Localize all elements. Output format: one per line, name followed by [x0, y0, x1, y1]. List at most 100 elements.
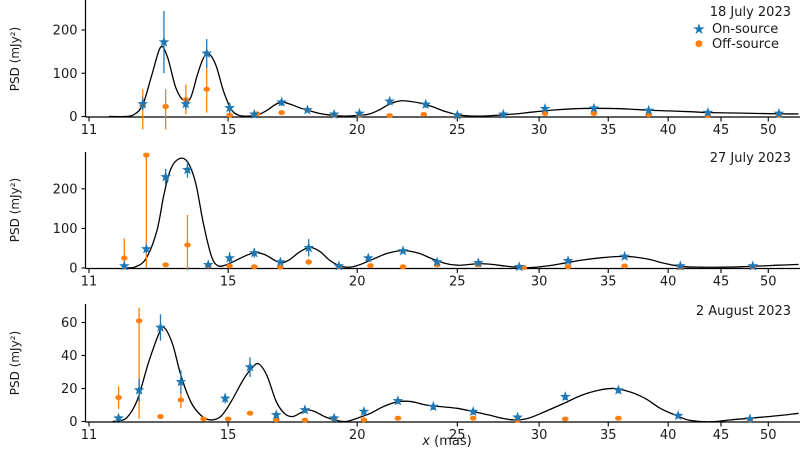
x-axis-label-var: x	[422, 434, 431, 449]
y-tick-label: 200	[53, 182, 78, 197]
off-source-marker	[135, 318, 143, 324]
off-source-marker	[564, 264, 572, 270]
off-source-marker	[301, 417, 309, 423]
y-tick-label: 40	[61, 349, 78, 364]
x-tick-label: 15	[220, 275, 237, 290]
on-source-marker	[244, 361, 256, 372]
x-axis-label-unit: (mas)	[430, 434, 472, 449]
off-source-marker	[615, 415, 622, 421]
y-axis-label-panel-1: PSD (mJy²)	[8, 26, 22, 92]
x-tick-label: 20	[349, 123, 366, 138]
off-source-marker	[184, 242, 191, 248]
off-source-marker	[120, 255, 128, 261]
on-source-marker	[744, 413, 756, 424]
on-source-marker	[643, 104, 654, 115]
y-tick-label: 100	[53, 222, 78, 237]
on-source-marker	[559, 391, 571, 402]
off-source-marker	[157, 414, 164, 420]
x-tick-label: 50	[760, 123, 777, 138]
off-source-marker	[469, 415, 477, 421]
on-source-marker	[219, 392, 231, 403]
on-source-marker	[420, 98, 431, 109]
x-tick-label: 30	[531, 123, 548, 138]
off-source-marker	[224, 416, 232, 422]
off-source-marker	[367, 263, 374, 269]
off-source-marker	[277, 264, 284, 270]
x-tick-label: 11	[81, 275, 98, 290]
on-source-marker	[328, 412, 340, 423]
off-source-marker	[203, 86, 211, 92]
off-source-marker	[394, 415, 402, 421]
y-axis-label-panel-2: PSD (mJy²)	[8, 177, 22, 243]
on-source-marker	[431, 256, 443, 267]
y-tick-label: 60	[61, 316, 78, 331]
off-source-marker	[115, 395, 122, 401]
off-source-marker	[226, 112, 233, 118]
on-source-marker	[175, 376, 187, 387]
x-tick-label: 40	[660, 123, 677, 138]
model-curve	[112, 326, 799, 423]
on-source-marker	[613, 384, 624, 395]
circle-icon: ●	[695, 38, 703, 49]
off-source-marker	[305, 259, 312, 265]
off-source-marker	[273, 417, 280, 423]
y-tick-label: 0	[69, 110, 77, 125]
off-source-marker	[541, 110, 549, 116]
on-source-marker	[133, 384, 145, 395]
legend-off-source-label: Off-source	[711, 36, 779, 52]
x-tick-label: 30	[531, 428, 548, 443]
on-source-marker	[498, 108, 509, 119]
panel-1: 11 15 20 25 30 35 40 45 50 0 100 200	[53, 0, 800, 138]
on-source-marker	[303, 242, 314, 253]
off-source-marker	[590, 110, 598, 116]
off-source-marker	[162, 262, 169, 268]
x-tick-label: 40	[660, 275, 677, 290]
x-tick-label: 45	[713, 428, 730, 443]
star-icon: ★	[692, 19, 706, 38]
on-source-marker	[397, 245, 409, 256]
legend-entry-on-source: ★ On-source	[692, 19, 779, 38]
x-tick-label: 40	[660, 428, 677, 443]
on-source-marker	[137, 98, 149, 109]
on-source-marker	[467, 406, 479, 417]
x-tick-label: 15	[220, 123, 237, 138]
panel-3-title: 2 August 2023	[695, 304, 791, 319]
on-source-marker	[180, 98, 192, 109]
on-source-marker	[276, 96, 287, 107]
on-source-marker	[675, 260, 686, 271]
off-source-marker	[162, 104, 169, 110]
on-source-marker	[452, 109, 463, 120]
off-source-marker	[420, 111, 428, 117]
x-tick-label: 45	[713, 123, 730, 138]
x-tick-label: 50	[760, 275, 777, 290]
y-tick-label: 20	[61, 382, 78, 397]
panel-1-title: 18 July 2023	[709, 5, 791, 20]
legend: ★ On-source ● Off-source	[692, 19, 779, 52]
on-source-marker	[619, 250, 630, 261]
x-axis-label: x (mas)	[422, 434, 471, 449]
on-source-marker	[333, 260, 345, 271]
off-source-marker	[278, 110, 285, 116]
on-source-marker	[363, 252, 374, 263]
on-source-marker	[562, 255, 574, 266]
on-source-marker	[224, 102, 235, 113]
on-source-marker	[428, 401, 439, 412]
x-tick-label: 35	[600, 123, 617, 138]
on-source-marker	[302, 104, 313, 115]
x-tick-label: 20	[349, 428, 366, 443]
x-tick-label: 30	[531, 275, 548, 290]
on-source-marker	[155, 321, 166, 332]
x-tick-label: 25	[449, 123, 466, 138]
off-source-marker	[561, 416, 569, 422]
off-source-marker	[143, 152, 150, 158]
on-source-marker	[354, 107, 365, 118]
on-source-marker	[160, 171, 171, 182]
on-source-marker	[384, 95, 395, 106]
x-tick-label: 25	[449, 428, 466, 443]
panel-3: 11 15 20 25 30 35 40 45 50 0 20 40 60	[61, 304, 800, 443]
model-curve	[124, 157, 799, 269]
legend-on-source-label: On-source	[711, 21, 779, 37]
on-source-marker	[328, 108, 340, 119]
off-source-marker	[200, 416, 207, 422]
